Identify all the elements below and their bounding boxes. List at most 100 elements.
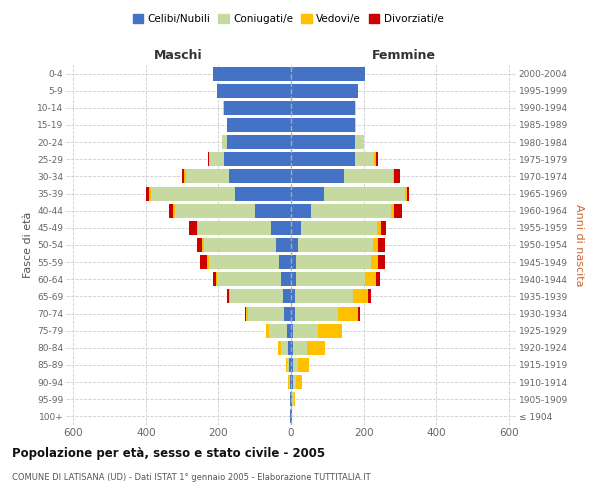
Bar [227, 118, 291, 132]
Legend: Celibi/Nubili, Coniugati/e, Vedovi/e, Divorziati/e: Celibi/Nubili, Coniugati/e, Vedovi/e, Di… [128, 10, 448, 29]
Bar [184, 170, 186, 183]
Bar [394, 204, 401, 218]
Bar [407, 186, 409, 200]
Bar [323, 186, 406, 200]
Bar [298, 238, 373, 252]
Bar [227, 290, 229, 304]
Bar [209, 255, 280, 269]
Bar [255, 204, 291, 218]
Bar [175, 204, 255, 218]
Bar [212, 272, 215, 286]
Bar [292, 392, 293, 406]
Bar [190, 221, 197, 235]
Bar [296, 375, 302, 389]
Bar [277, 238, 291, 252]
Bar [376, 272, 380, 286]
Bar [146, 186, 149, 200]
Bar [311, 204, 391, 218]
Bar [281, 272, 291, 286]
Bar [295, 290, 353, 304]
Bar [377, 221, 381, 235]
Bar [204, 238, 277, 252]
Bar [173, 204, 175, 218]
Bar [291, 290, 295, 304]
Bar [291, 84, 358, 98]
Bar [287, 358, 289, 372]
Bar [283, 290, 291, 304]
Bar [291, 392, 292, 406]
Bar [394, 170, 400, 183]
Bar [289, 375, 290, 389]
Bar [281, 341, 289, 355]
Bar [358, 306, 360, 320]
Bar [202, 238, 204, 252]
Bar [290, 375, 291, 389]
Bar [291, 186, 323, 200]
Bar [182, 170, 184, 183]
Bar [291, 324, 293, 338]
Bar [378, 238, 385, 252]
Bar [227, 135, 291, 149]
Bar [291, 306, 295, 320]
Bar [197, 221, 199, 235]
Bar [291, 358, 293, 372]
Bar [186, 170, 229, 183]
Bar [355, 118, 356, 132]
Bar [207, 255, 209, 269]
Bar [230, 290, 283, 304]
Bar [199, 221, 271, 235]
Bar [224, 152, 291, 166]
Bar [295, 306, 338, 320]
Bar [291, 375, 293, 389]
Bar [215, 272, 217, 286]
Bar [307, 341, 325, 355]
Bar [291, 238, 298, 252]
Bar [293, 341, 307, 355]
Bar [374, 152, 376, 166]
Y-axis label: Anni di nascita: Anni di nascita [574, 204, 584, 286]
Bar [229, 290, 230, 304]
Bar [222, 135, 227, 149]
Bar [373, 238, 378, 252]
Bar [200, 255, 207, 269]
Bar [365, 272, 376, 286]
Bar [149, 186, 151, 200]
Bar [291, 135, 355, 149]
Bar [293, 392, 295, 406]
Bar [286, 358, 287, 372]
Bar [296, 255, 371, 269]
Bar [355, 152, 374, 166]
Bar [271, 221, 291, 235]
Bar [301, 221, 377, 235]
Bar [376, 152, 378, 166]
Bar [391, 204, 394, 218]
Bar [291, 66, 365, 80]
Bar [353, 290, 368, 304]
Bar [355, 135, 364, 149]
Bar [291, 204, 311, 218]
Bar [355, 101, 356, 115]
Bar [293, 358, 298, 372]
Bar [151, 186, 235, 200]
Bar [248, 306, 284, 320]
Bar [368, 290, 371, 304]
Bar [296, 272, 365, 286]
Bar [209, 152, 224, 166]
Bar [293, 375, 296, 389]
Bar [344, 170, 392, 183]
Bar [392, 170, 394, 183]
Bar [208, 152, 209, 166]
Text: Popolazione per età, sesso e stato civile - 2005: Popolazione per età, sesso e stato civil… [12, 448, 325, 460]
Bar [278, 341, 281, 355]
Bar [289, 341, 291, 355]
Bar [406, 186, 407, 200]
Bar [338, 306, 358, 320]
Text: Maschi: Maschi [154, 48, 203, 62]
Bar [290, 392, 291, 406]
Bar [291, 221, 301, 235]
Text: Femmine: Femmine [371, 48, 436, 62]
Bar [223, 101, 224, 115]
Bar [169, 204, 173, 218]
Bar [280, 255, 291, 269]
Bar [229, 170, 291, 183]
